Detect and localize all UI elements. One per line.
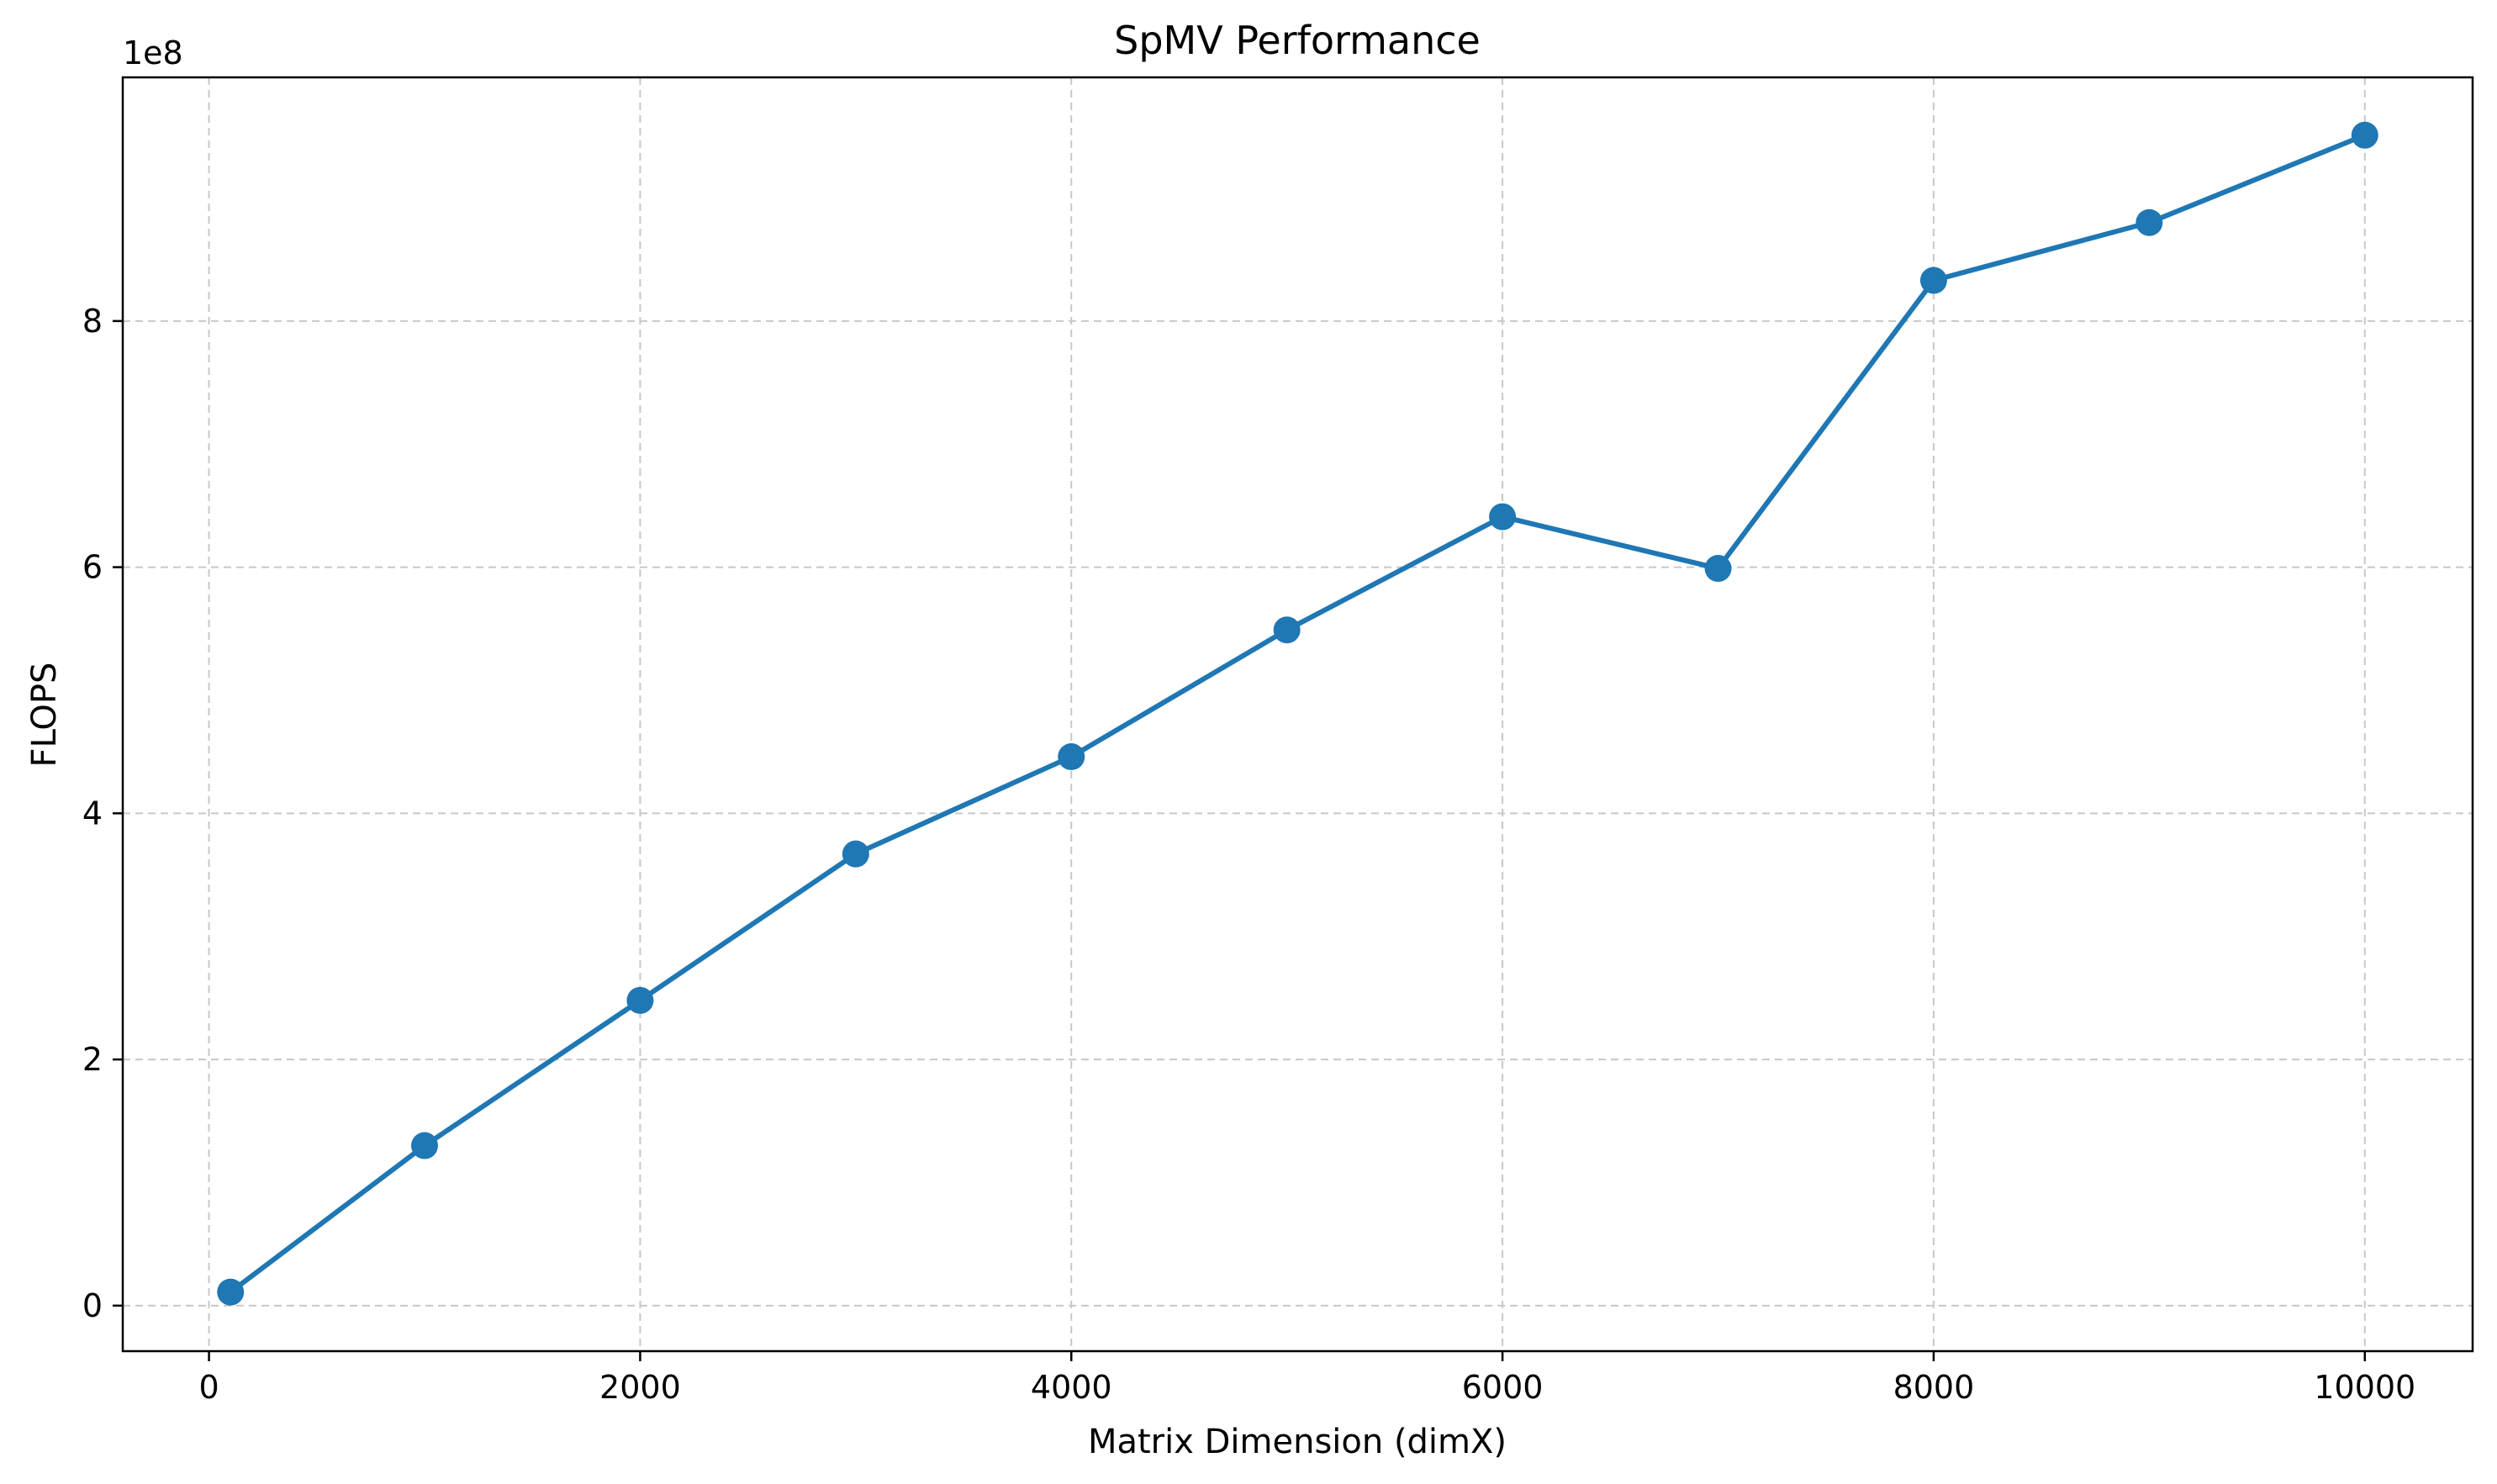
x-tick-label: 4000 (1031, 1369, 1112, 1406)
x-tick-label: 0 (198, 1369, 219, 1406)
y-tick-label: 8 (82, 303, 103, 340)
y-tick-label: 6 (82, 549, 103, 586)
data-point (842, 840, 869, 868)
data-point (1919, 267, 1947, 294)
y-axis-label: FLOPS (25, 663, 64, 768)
data-point (626, 986, 654, 1014)
y-tick-label: 0 (82, 1287, 103, 1324)
x-tick-label: 2000 (599, 1369, 681, 1406)
chart-title: SpMV Performance (1114, 18, 1481, 63)
x-axis-label: Matrix Dimension (dimX) (1088, 1423, 1507, 1461)
y-tick-label: 4 (82, 795, 103, 832)
y-offset-label: 1e8 (123, 34, 183, 71)
series-layer (217, 121, 2378, 1306)
x-tick-label: 10000 (2314, 1369, 2415, 1406)
y-tick-label: 2 (82, 1041, 103, 1078)
data-point (1058, 743, 1085, 770)
x-tick-label: 6000 (1462, 1369, 1544, 1406)
data-point (410, 1132, 438, 1159)
data-point (2351, 121, 2378, 149)
data-point (2135, 209, 2163, 236)
plot-frame (121, 76, 2474, 1353)
data-point (1489, 503, 1517, 531)
x-tick-label: 8000 (1893, 1369, 1975, 1406)
ticks: 0 2000 4000 6000 8000 10000 0 2 4 6 8 (82, 303, 2415, 1406)
data-point (217, 1278, 245, 1306)
data-point (1273, 616, 1301, 644)
data-point (1704, 555, 1732, 583)
grid (123, 77, 2473, 1351)
